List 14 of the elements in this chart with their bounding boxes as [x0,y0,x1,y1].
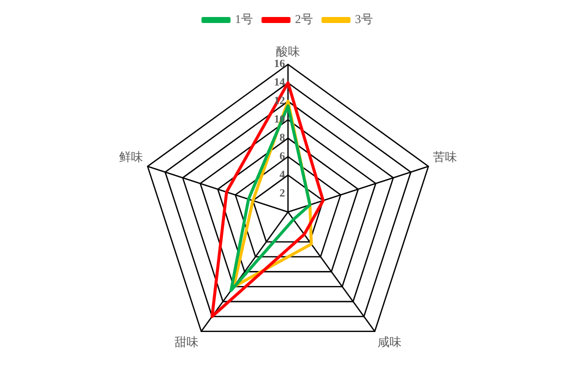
legend-label: 2号 [295,12,313,26]
y-tick-label: 8 [280,132,286,144]
y-tick-label: 16 [274,58,286,70]
y-tick-label: 14 [274,76,286,89]
y-tick-label: 2 [280,187,286,200]
legend-label: 3号 [355,12,373,26]
spoke-label: 酸味 [276,44,300,58]
spoke-label: 鲜味 [118,150,143,164]
spoke-label: 甜味 [174,334,198,349]
legend-label: 1号 [235,12,253,26]
y-tick-label: 6 [280,150,286,162]
spoke-label: 苦味 [433,150,458,164]
spoke-label: 咸味 [378,334,402,349]
y-tick-label: 4 [280,168,286,181]
